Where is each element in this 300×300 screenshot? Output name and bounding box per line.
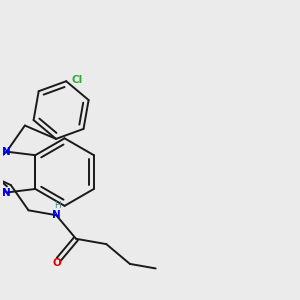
Text: N: N xyxy=(52,210,61,220)
Text: O: O xyxy=(52,258,61,268)
Text: N: N xyxy=(2,147,11,157)
Text: H: H xyxy=(55,201,62,210)
Text: N: N xyxy=(2,188,11,197)
Text: Cl: Cl xyxy=(71,75,83,85)
